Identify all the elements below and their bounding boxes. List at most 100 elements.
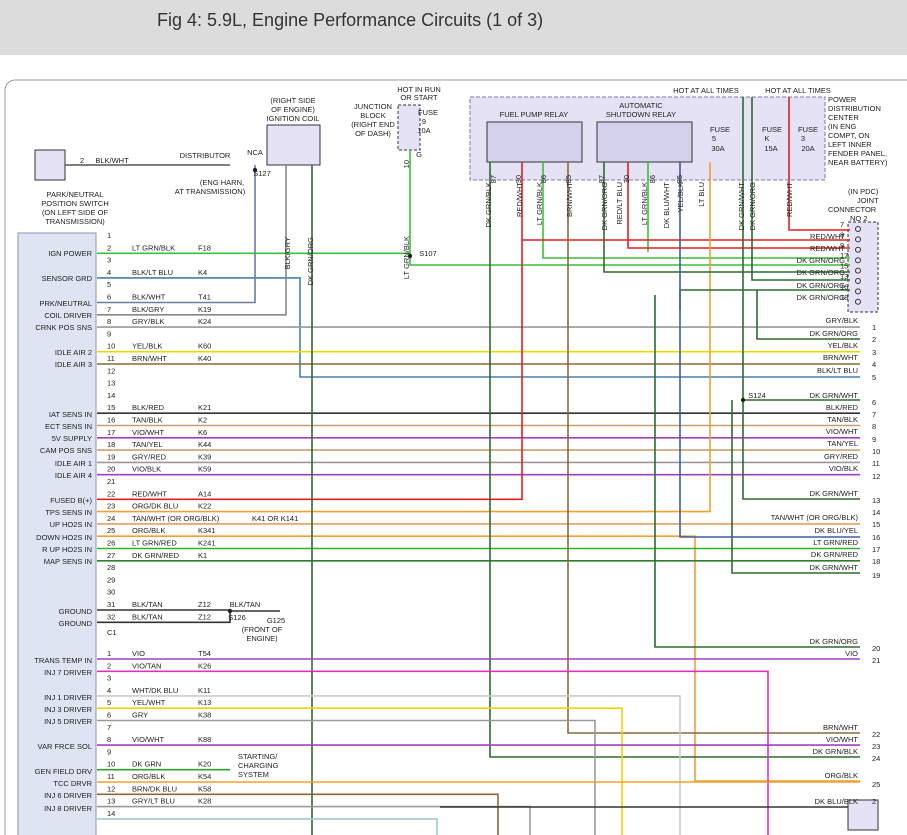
label: 30 (107, 588, 115, 597)
wire (751, 97, 850, 281)
label: 17 (107, 428, 115, 437)
label: R UP HO2S IN (42, 545, 92, 554)
label: K59 (198, 465, 211, 474)
label: INJ 6 DRIVER (44, 791, 93, 800)
wire (731, 400, 860, 574)
label: CHARGING (238, 761, 279, 770)
label: 10A (417, 126, 430, 135)
label: K54 (198, 772, 211, 781)
label: 13 (107, 379, 115, 388)
label: 2 (107, 661, 111, 670)
label: TAN/YEL (132, 440, 163, 449)
label: VAR FRCE SOL (38, 742, 92, 751)
label: 17 (872, 545, 880, 554)
label: OR START (400, 93, 438, 102)
title: Fig 4: 5.9L, Engine Performance Circuits… (157, 10, 544, 30)
label: K21 (198, 403, 211, 412)
label: 3 (107, 256, 111, 265)
label: CAM POS SNS (40, 446, 92, 455)
label: (IN ENG (828, 122, 857, 131)
label: (FRONT OF (242, 625, 283, 634)
label: BLK/TAN (132, 600, 163, 609)
label: 7 (872, 410, 876, 419)
label: K28 (198, 797, 211, 806)
label: 18 (840, 293, 848, 302)
label: LT GRN/BLK (640, 182, 649, 225)
label: LT GRN/BLK (132, 243, 175, 252)
label: TRANSMISSION) (45, 217, 105, 226)
label: BLK/TAN (230, 600, 261, 609)
label: DISTRIBUTION (828, 104, 881, 113)
label: LT GRN/BLK (535, 182, 544, 225)
label: BLK/TAN (132, 612, 163, 621)
label: DK GRN/ORG (600, 182, 609, 231)
label: UP HO2S IN (50, 520, 92, 529)
label: K2 (198, 415, 207, 424)
label: 28 (107, 563, 115, 572)
label: 22 (107, 489, 115, 498)
label: 11 (107, 772, 115, 781)
label: PRK/NEUTRAL (39, 299, 92, 308)
label: LEFT INNER (828, 140, 872, 149)
label: DOWN HO2S IN (36, 533, 92, 542)
label: DK GRN/ORG (748, 182, 757, 231)
label: LT GRN/BLK (402, 236, 411, 279)
label: K41 OR K141 (252, 514, 298, 523)
label: DK BLU/WHT (662, 182, 671, 229)
label: VIO/WHT (132, 428, 164, 437)
label: JUNCTION (354, 102, 392, 111)
label: DK GRN/WHT (810, 391, 859, 400)
label: TCC DRVR (53, 779, 92, 788)
label: ECT SENS IN (45, 422, 92, 431)
label: BRN/WHT (565, 182, 574, 217)
label: 6 (872, 398, 876, 407)
label: G (416, 150, 422, 159)
label: MAP SENS IN (44, 557, 92, 566)
label: NCA (247, 148, 263, 157)
label: TAN/BLK (132, 415, 163, 424)
label: IDLE AIR 4 (55, 471, 92, 480)
pin (855, 257, 861, 264)
label: 10 (107, 342, 115, 351)
label: 8 (107, 735, 111, 744)
label: 4 (107, 686, 111, 695)
label: S124 (748, 391, 766, 400)
label: K44 (198, 440, 211, 449)
label: VIO (845, 649, 858, 658)
label: 13 (107, 797, 115, 806)
wire (97, 707, 623, 835)
label: 2 (80, 156, 84, 165)
wire (788, 97, 850, 231)
label: GRY (132, 710, 148, 719)
label: DK GRN/ORG (306, 237, 315, 286)
label: YEL/WHT (132, 698, 166, 707)
label: YEL/BLK (676, 182, 685, 212)
label: 13 (872, 496, 880, 505)
ignition-coil (266, 124, 321, 166)
wire (654, 295, 860, 648)
label: G125 (267, 616, 285, 625)
label: SHUTDOWN RELAY (606, 110, 676, 119)
label: GRY/LT BLU (132, 797, 175, 806)
wire (97, 805, 531, 835)
label: K13 (198, 698, 211, 707)
label: POWER (828, 95, 857, 104)
label: Z12 (198, 600, 211, 609)
label: DK GRN/ORG (797, 293, 846, 302)
wire (97, 162, 711, 513)
label: RED/WHT (132, 489, 167, 498)
label: STARTING/ (238, 752, 278, 761)
label: AT TRANSMISSION) (175, 187, 246, 196)
label: 85 (675, 175, 684, 183)
label: DK GRN/WHT (810, 563, 859, 572)
label: 24 (872, 754, 880, 763)
label: TPS SENS IN (45, 508, 92, 517)
label: RED/WHT (810, 232, 845, 241)
label: (RIGHT END (351, 120, 395, 129)
label: 19 (107, 452, 115, 461)
splice (227, 608, 233, 614)
label: DK BLU/BLK (815, 797, 858, 806)
label: GRY/RED (824, 452, 859, 461)
label: 11 (107, 354, 115, 363)
label: IDLE AIR 3 (55, 360, 92, 369)
